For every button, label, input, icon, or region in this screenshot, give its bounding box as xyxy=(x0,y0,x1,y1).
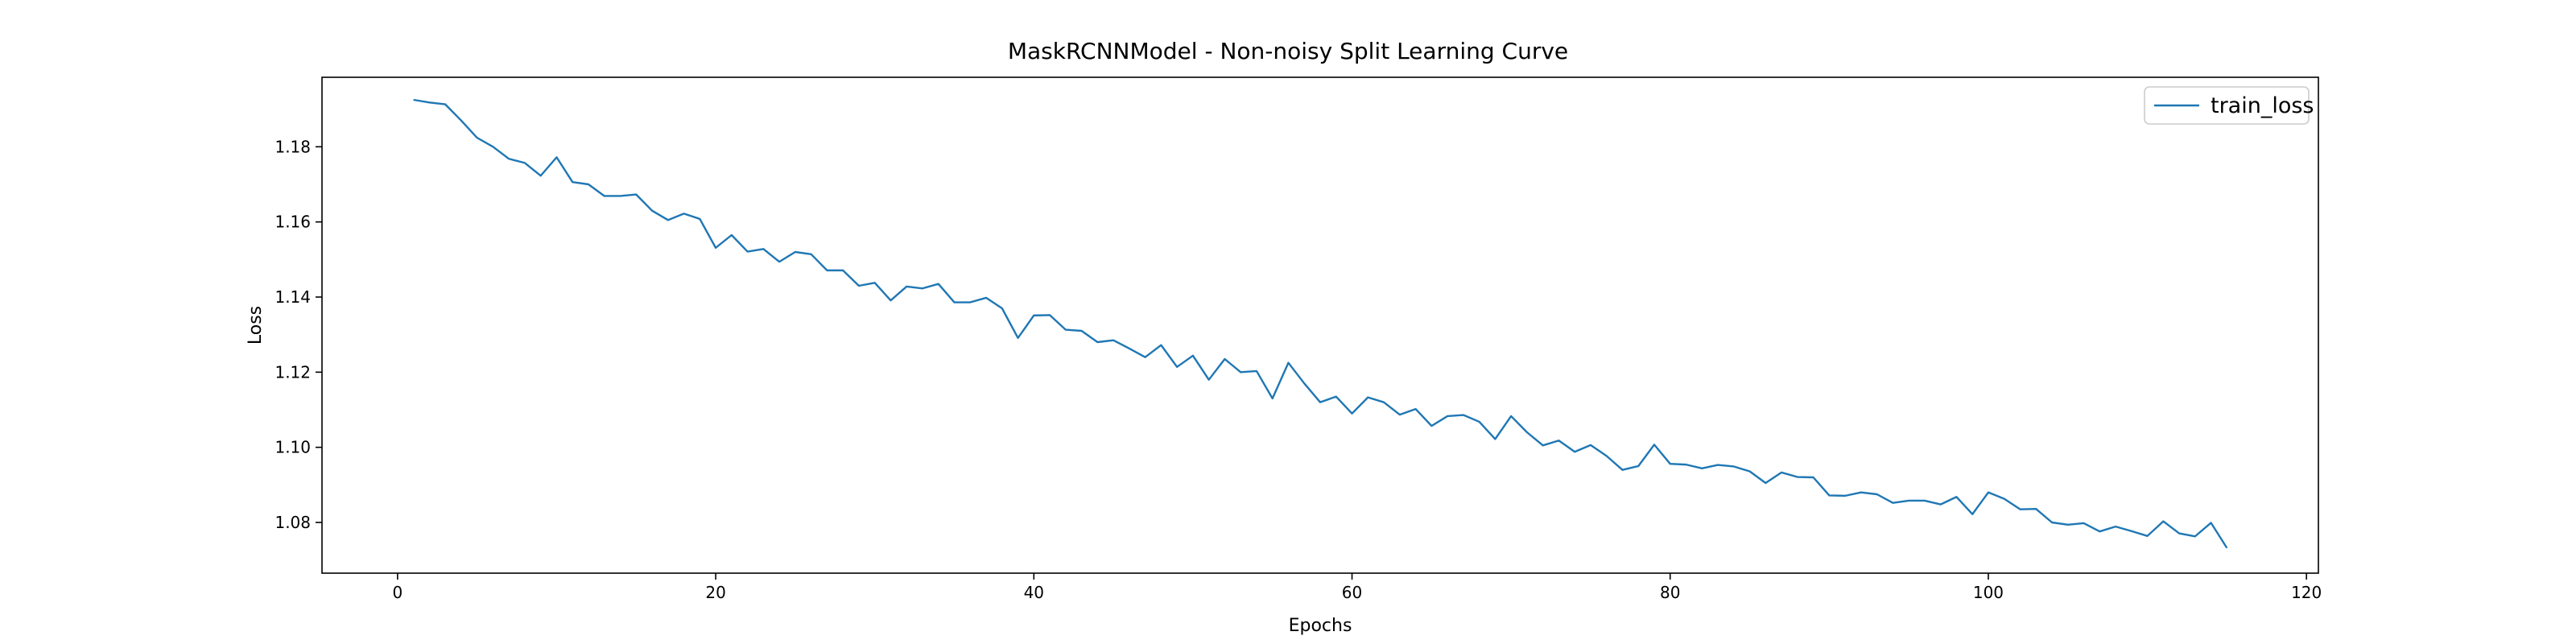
axes-frame xyxy=(321,76,2319,574)
legend: train_loss xyxy=(2144,86,2314,125)
y-axis-ticks: 1.08 1.10 1.12 1.14 1.16 1.18 xyxy=(275,137,322,532)
legend-box xyxy=(2144,86,2310,125)
chart-title: MaskRCNNModel - Non-noisy Split Learning… xyxy=(1008,38,1568,64)
y-axis-label: Loss xyxy=(246,306,266,345)
x-tick-label: 80 xyxy=(1660,583,1680,602)
x-tick-label: 60 xyxy=(1342,583,1362,602)
x-tick-label: 120 xyxy=(2291,583,2322,602)
x-tick-label: 40 xyxy=(1024,583,1044,602)
x-tick-label: 0 xyxy=(392,583,402,602)
x-axis-ticks: 0 20 40 60 80 100 120 xyxy=(392,573,2322,602)
x-axis-label: Epochs xyxy=(1289,616,1352,636)
x-tick-label: 100 xyxy=(1973,583,2004,602)
y-tick-label: 1.14 xyxy=(275,287,311,307)
x-tick-label: 20 xyxy=(705,583,725,602)
y-tick-label: 1.08 xyxy=(275,513,311,532)
series-line-train-loss xyxy=(413,98,2228,549)
y-tick-label: 1.10 xyxy=(275,438,311,457)
legend-label-train-loss: train_loss xyxy=(2211,93,2314,118)
y-tick-label: 1.16 xyxy=(275,213,311,232)
y-tick-label: 1.12 xyxy=(275,362,311,382)
plot-area xyxy=(413,98,2228,549)
y-tick-label: 1.18 xyxy=(275,137,311,156)
